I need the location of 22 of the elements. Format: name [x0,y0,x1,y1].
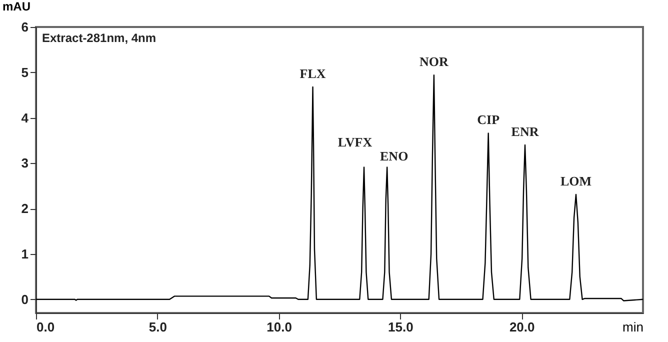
x-tick-label: 15.0 [388,320,414,334]
y-tick-label: 0 [21,292,28,307]
annotation: LVFX [338,134,373,150]
annotation: NOR [420,54,450,70]
x-tick-label: 0.0 [36,320,55,334]
y-tick-label: 1 [21,246,28,262]
x-axis-title: min [622,320,644,334]
annotation: ENO [380,148,408,164]
y-tick-label: 3 [21,156,28,171]
x-tick-label: 10.0 [266,320,292,334]
x-tick-label: 5.0 [148,320,167,334]
y-axis-title: mAU [2,0,31,14]
annotation: CIP [477,112,500,128]
y-tick-label: 2 [21,201,28,216]
x-tick-label: 20.0 [509,320,535,334]
annotation: ENR [511,124,540,140]
y-tick-label: 4 [21,110,30,126]
annotation: Extract-281nm, 4nm [42,31,156,45]
y-tick-label: 5 [21,64,28,80]
annotation: LOM [560,174,592,189]
y-tick-label: 6 [21,20,28,34]
annotation: FLX [300,66,326,81]
